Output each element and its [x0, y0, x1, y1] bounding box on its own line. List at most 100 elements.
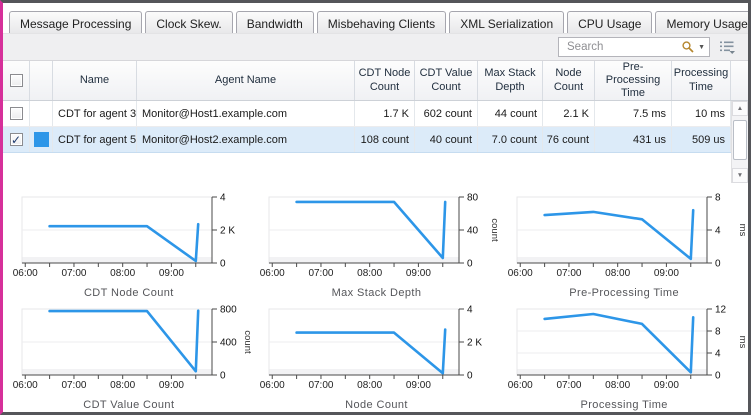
x-tick-label: 06:00 [508, 380, 533, 391]
tab-message-processing[interactable]: Message Processing [9, 11, 143, 33]
cell-pre-processing-time: 431 us [595, 127, 672, 152]
x-tick-label: 09:00 [654, 268, 679, 279]
x-tick-label: 06:00 [508, 268, 533, 279]
scroll-track[interactable] [732, 116, 748, 168]
select-all-cell [3, 61, 30, 100]
column-chooser-icon[interactable] [719, 39, 736, 55]
x-tick-label: 07:00 [61, 268, 86, 279]
vertical-scrollbar[interactable]: ▲ ▼ [731, 101, 748, 183]
cell-cdt-value-count: 602 count [415, 101, 478, 126]
y-tick-label: 4 [715, 226, 721, 237]
y-tick-label: 400 [220, 338, 237, 349]
cell-agent-name: Monitor@Host2.example.com [137, 127, 355, 152]
data-table: Name Agent Name CDT Node Count CDT Value Co… [3, 60, 748, 183]
table-body: CDT for agent 3 Monitor@Host1.example.com… [3, 101, 748, 183]
y-tick-label: 8 [715, 193, 721, 204]
chart-canvas: 06:00 07:00 08:00 09:00 0 40 80 count [260, 193, 500, 280]
search-input[interactable] [565, 40, 682, 54]
tab-cpu-usage[interactable]: CPU Usage [567, 11, 653, 33]
scroll-down-button[interactable]: ▼ [732, 168, 748, 183]
table-row-cdt-for-agent-5[interactable]: ✓ CDT for agent 5 Monitor@Host2.example.co… [3, 127, 748, 153]
x-tick-label: 07:00 [309, 268, 334, 279]
x-tick-label: 08:00 [358, 380, 383, 391]
column-header-cdt-value-count[interactable]: CDT Value Count [415, 61, 478, 100]
tab-misbehaving-clients[interactable]: Misbehaving Clients [316, 11, 447, 33]
row-checkbox[interactable] [9, 107, 23, 120]
x-tick-label: 09:00 [406, 380, 431, 391]
x-tick-label: 08:00 [110, 380, 135, 391]
y-tick-label: 0 [467, 259, 473, 270]
column-header-agent-name[interactable]: Agent Name [137, 61, 355, 100]
y-axis-unit-label: count [242, 330, 252, 354]
chart-canvas: 06:00 07:00 08:00 09:00 0 2 K 4 [13, 193, 236, 280]
search-options-caret-icon[interactable]: ▼ [698, 43, 705, 51]
y-tick-label: 0 [467, 371, 473, 382]
tab-clock-skew[interactable]: Clock Skew. [145, 11, 233, 33]
cell-processing-time: 509 us [672, 127, 731, 152]
y-tick-label: 12 [715, 305, 727, 316]
tab-memory-usage[interactable]: Memory Usage [655, 11, 748, 33]
chart-cdt-node-count: 06:00 07:00 08:00 09:00 0 2 K 4 CDT Node Count [6, 193, 252, 300]
y-tick-label: 0 [715, 259, 721, 270]
scroll-thumb[interactable] [733, 120, 747, 160]
chart-canvas: 06:00 07:00 08:00 09:00 0 2 K 4 [260, 305, 483, 392]
tab-xml-serialization[interactable]: XML Serialization [449, 11, 565, 33]
chart-title: Node Count [345, 399, 408, 411]
row-color-cell [30, 127, 53, 152]
tab-bandwidth[interactable]: Bandwidth [235, 11, 314, 33]
chart-canvas: 06:00 07:00 08:00 09:00 0 400 800 count [13, 305, 253, 392]
cell-node-count: 2.1 K [543, 101, 595, 126]
cell-max-stack-depth: 44 count [478, 101, 543, 126]
x-tick-label: 06:00 [260, 380, 285, 391]
chart-canvas: 06:00 07:00 08:00 09:00 0 4 8 ms [508, 193, 748, 280]
x-tick-label: 08:00 [605, 380, 630, 391]
x-tick-label: 09:00 [406, 268, 431, 279]
cell-processing-time: 10 ms [672, 101, 731, 126]
column-header-pre-processing-time[interactable]: Pre-Processing Time [595, 61, 672, 100]
y-tick-label: 4 [467, 305, 473, 316]
column-header-max-stack-depth[interactable]: Max Stack Depth [478, 61, 543, 100]
y-tick-label: 8 [715, 327, 721, 338]
x-tick-label: 06:00 [13, 380, 38, 391]
chart-title: Pre-Processing Time [569, 287, 679, 299]
column-header-processing-time[interactable]: Processing Time [672, 61, 731, 100]
y-tick-label: 0 [220, 259, 226, 270]
cell-cdt-value-count: 40 count [415, 127, 478, 152]
search-box[interactable]: ▼ [558, 37, 710, 57]
y-tick-label: 40 [467, 226, 479, 237]
row-checkbox-cell [3, 101, 30, 126]
chart-pre-processing-time: 06:00 07:00 08:00 09:00 0 4 8 ms Pre-Processing … [501, 193, 748, 300]
cell-max-stack-depth: 7.0 count [478, 127, 543, 152]
x-tick-label: 07:00 [557, 380, 582, 391]
y-tick-label: 4 [715, 349, 721, 360]
select-all-checkbox[interactable] [9, 74, 23, 87]
column-header-name[interactable]: Name [53, 61, 137, 100]
column-header-cdt-node-count[interactable]: CDT Node Count [355, 61, 415, 100]
charts-grid: 06:00 07:00 08:00 09:00 0 2 K 4 CDT Node Count 0… [3, 183, 748, 412]
search-icon[interactable] [681, 40, 695, 54]
row-color-cell [30, 101, 53, 126]
x-tick-label: 06:00 [260, 268, 285, 279]
table-row-cdt-for-agent-3[interactable]: CDT for agent 3 Monitor@Host1.example.com… [3, 101, 748, 127]
column-header-node-count[interactable]: Node Count [543, 61, 595, 100]
cell-node-count: 76 count [543, 127, 595, 152]
y-tick-label: 4 [220, 193, 226, 204]
x-tick-label: 07:00 [61, 380, 86, 391]
chart-node-count: 06:00 07:00 08:00 09:00 0 2 K 4 Node Count [253, 305, 499, 412]
chart-processing-time: 06:00 07:00 08:00 09:00 0 4 8 12 ms Processing Ti… [501, 305, 748, 412]
x-tick-label: 08:00 [358, 268, 383, 279]
chart-max-stack-depth: 06:00 07:00 08:00 09:00 0 40 80 count Max Stack … [253, 193, 500, 300]
chart-title: Processing Time [580, 399, 668, 411]
y-axis-unit-label: ms [737, 336, 747, 349]
y-tick-label: 800 [220, 305, 237, 316]
cell-pre-processing-time: 7.5 ms [595, 101, 672, 126]
toolbar: ▼ [3, 33, 748, 60]
x-tick-label: 09:00 [159, 380, 184, 391]
scroll-up-button[interactable]: ▲ [732, 101, 748, 116]
chart-cdt-value-count: 06:00 07:00 08:00 09:00 0 400 800 count CDT Valu… [6, 305, 253, 412]
x-tick-label: 06:00 [13, 268, 38, 279]
y-axis-unit-label: ms [737, 224, 747, 237]
row-checkbox[interactable]: ✓ [9, 132, 23, 147]
y-tick-label: 2 K [467, 338, 482, 349]
